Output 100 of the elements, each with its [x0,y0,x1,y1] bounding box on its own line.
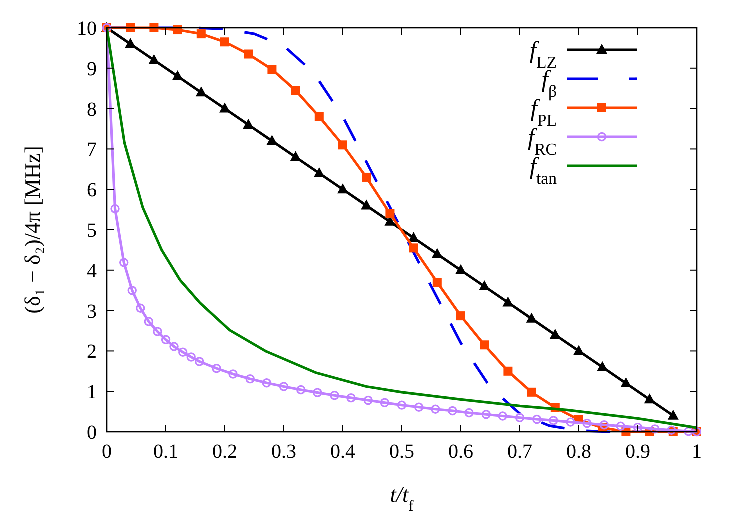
point [479,280,490,291]
y-tick-label: 2 [87,341,97,364]
point [161,335,171,344]
point [668,410,679,420]
point [532,414,542,424]
point [464,408,474,418]
x-tick-label: 0.5 [390,441,414,463]
point [582,418,592,428]
x-tick-label: 0.6 [448,441,474,463]
y-axis-title: (δ₁ − δ₂)/4π [MHz] [20,146,45,314]
point [361,200,372,210]
point [600,420,609,430]
x-tick-label: 0.7 [508,441,532,463]
point [243,118,254,129]
point [186,352,196,362]
point [432,278,442,288]
point [290,151,302,162]
point [527,388,536,397]
x-tick-label: 0.4 [330,441,356,463]
x-tick-label: 0.8 [566,441,592,463]
point [144,317,154,326]
point [526,312,538,323]
x-tick-label: 0.3 [272,441,296,463]
point [195,357,204,366]
legend-label: f$_{LZ}$ [530,38,557,72]
point [338,140,348,150]
point [170,342,179,352]
point [196,86,207,97]
point [314,167,325,178]
point [431,404,440,414]
point [448,406,458,416]
point [482,410,491,420]
point [246,374,255,384]
point [268,65,277,74]
point [397,400,407,410]
point [291,86,300,96]
point [279,382,289,392]
point [684,426,694,436]
point [212,364,222,374]
point [549,416,558,426]
point [120,258,129,268]
point [314,112,324,122]
point [364,396,373,406]
y-tick-label: 9 [87,58,97,80]
point [136,304,146,313]
point [196,30,206,39]
point [650,424,660,434]
point [432,248,443,258]
point [502,296,514,307]
point [153,327,162,336]
y-tick-label: 1 [87,382,97,404]
point [515,413,525,422]
y-tick-label: 6 [87,180,97,202]
x-axis-title: t/t$_{f}$ [390,482,415,514]
point [244,50,254,59]
point [408,232,420,242]
y-tick-label: 0 [87,422,97,444]
point [620,378,632,388]
point [480,340,490,350]
point [313,388,322,398]
point [498,412,508,421]
point [414,402,424,412]
y-tick-label: 7 [87,139,97,162]
point [172,70,184,80]
x-tick-label: 0.9 [626,441,650,463]
x-tick-label: 1 [692,441,702,463]
point [148,54,160,64]
y-tick-label: 10 [77,18,97,40]
point [262,378,272,388]
point [616,422,626,431]
point [362,172,372,182]
point [178,348,188,358]
point [125,38,136,48]
y-tick-label: 8 [87,98,97,121]
point [456,312,466,321]
y-tick-label: 3 [87,300,97,323]
x-tick-label: 0.1 [154,441,178,463]
point [228,370,238,379]
point [380,398,390,408]
point [633,422,643,432]
point [330,391,340,400]
point [504,366,513,376]
x-tick-label: 0.2 [212,441,238,463]
point [574,345,584,356]
x-tick-label: 0 [102,441,112,463]
y-tick-label: 5 [87,220,97,242]
point [409,244,418,253]
point [338,184,348,194]
point [597,361,608,372]
point [128,286,137,296]
point [566,418,576,427]
y-tick-label: 4 [87,260,97,282]
point [110,204,120,214]
point [296,385,306,395]
point [220,102,230,113]
point [550,329,561,340]
point [386,209,395,218]
point [220,38,230,47]
point [266,135,278,146]
point [456,264,466,274]
